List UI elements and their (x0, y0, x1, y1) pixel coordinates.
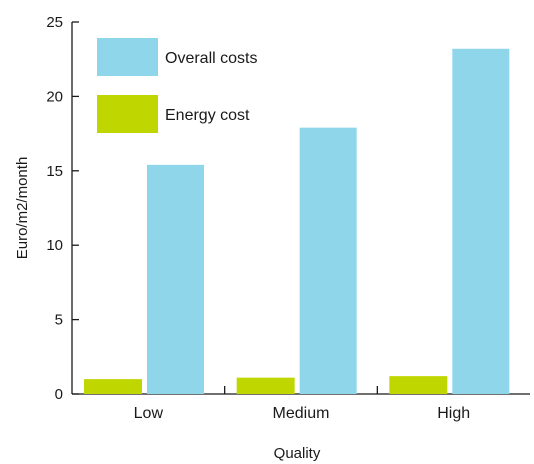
legend-label-overall-costs: Overall costs (165, 50, 257, 67)
x-axis-label: Quality (274, 445, 321, 462)
bar-overall-costs-medium (299, 127, 357, 394)
legend-swatch-overall-costs (97, 38, 158, 76)
y-tick-label: 20 (46, 88, 63, 105)
x-tick-label: Medium (273, 405, 330, 422)
legend-label-energy-cost: Energy cost (165, 107, 250, 124)
y-tick-label: 25 (46, 14, 63, 31)
bar-energy-cost-high (389, 376, 448, 394)
plot-area: 0 5 10 15 20 25 Low Medium High Overall costs Ener… (46, 14, 530, 422)
y-axis-label: Euro/m2/month (14, 157, 31, 260)
x-tick-label: High (437, 405, 470, 422)
bar-overall-costs-high (452, 48, 510, 395)
x-tick-label: Low (134, 405, 164, 422)
bar-overall-costs-low (147, 164, 204, 394)
y-tick-label: 10 (46, 237, 63, 254)
y-tick-label: 15 (46, 163, 63, 180)
y-tick-label: 5 (55, 312, 63, 329)
y-tick-label: 0 (55, 386, 63, 403)
legend-swatch-energy-cost (97, 95, 158, 133)
bar-energy-cost-medium (236, 377, 295, 394)
bar-energy-cost-low (84, 379, 142, 394)
